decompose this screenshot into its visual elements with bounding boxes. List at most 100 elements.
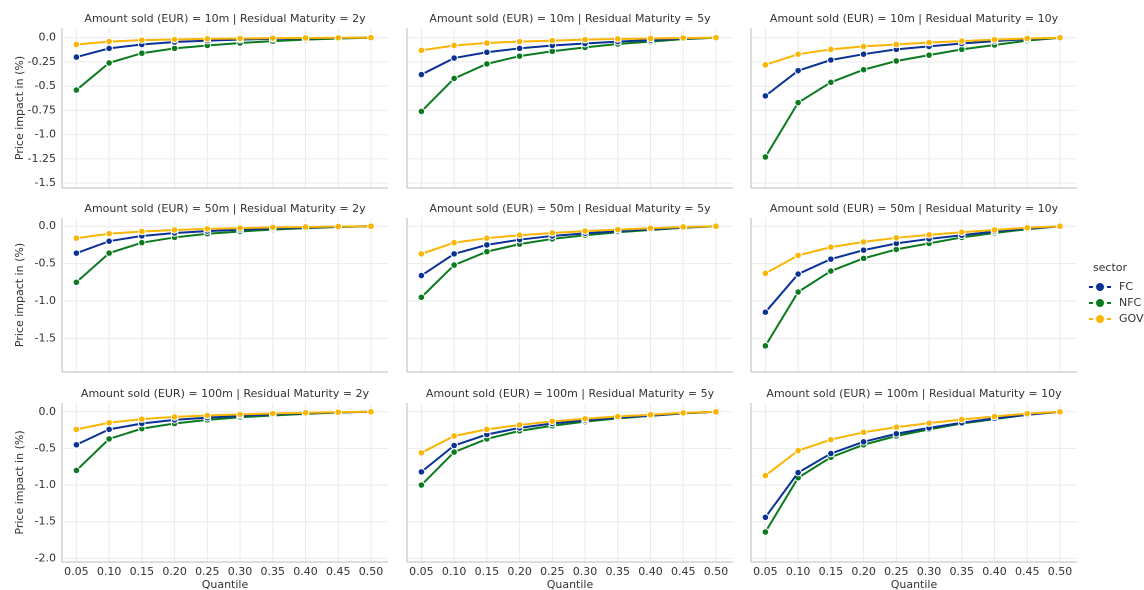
point <box>450 74 458 83</box>
point <box>892 423 901 431</box>
point <box>105 59 113 67</box>
x-tick-label: 0.10 <box>97 565 122 578</box>
point <box>515 421 524 429</box>
point <box>334 33 343 42</box>
y-axis-label: Price impact in (%) <box>13 243 26 347</box>
point <box>613 35 622 43</box>
point <box>581 35 589 44</box>
point <box>1023 409 1032 418</box>
point <box>712 222 720 231</box>
point <box>712 33 720 42</box>
point <box>859 65 868 74</box>
point <box>450 54 458 62</box>
point <box>761 513 770 522</box>
point <box>957 415 966 424</box>
point <box>892 40 901 49</box>
series-line <box>76 410 371 431</box>
x-tick-label: 0.05 <box>64 565 89 578</box>
series-line <box>75 36 372 91</box>
series-line <box>420 225 717 277</box>
y-tick-label: -1.0 <box>35 478 56 491</box>
point <box>794 50 802 58</box>
point <box>827 255 835 263</box>
y-tick-label: -1.5 <box>35 176 56 189</box>
point <box>72 234 81 242</box>
y-tick-label: -0.5 <box>35 257 56 270</box>
series-line <box>420 36 717 76</box>
point <box>794 446 802 455</box>
point <box>761 61 770 69</box>
point <box>483 48 491 57</box>
x-tick-label: 0.35 <box>950 565 975 578</box>
point <box>679 34 688 42</box>
point <box>268 409 277 418</box>
legend-marker <box>1095 314 1105 324</box>
series-line <box>75 410 371 446</box>
point <box>1056 407 1064 416</box>
point <box>515 231 524 239</box>
point <box>450 261 458 269</box>
series-line <box>421 225 717 255</box>
y-tick-label: -0.5 <box>35 441 56 454</box>
point <box>417 70 426 79</box>
y-tick-label: -0.25 <box>28 55 56 68</box>
legend-marker <box>1095 298 1105 308</box>
x-tick-label: 0.45 <box>326 565 351 578</box>
point <box>892 234 901 242</box>
series-line <box>765 36 1061 66</box>
point <box>859 428 868 437</box>
series-line <box>420 225 717 298</box>
point <box>170 35 179 44</box>
point <box>483 247 491 256</box>
point <box>761 92 770 100</box>
point <box>105 229 113 238</box>
point <box>417 468 426 476</box>
point <box>925 38 933 47</box>
point <box>72 440 81 449</box>
point <box>138 36 146 44</box>
x-tick-label: 0.45 <box>1015 565 1040 578</box>
point <box>417 250 426 258</box>
point <box>1023 34 1032 43</box>
point <box>105 249 113 257</box>
series-line <box>764 225 1061 275</box>
x-axis-label: Quantile <box>547 578 594 590</box>
point <box>581 414 589 423</box>
point <box>925 51 933 59</box>
point <box>170 413 179 421</box>
point <box>925 419 933 427</box>
point <box>827 78 835 87</box>
x-tick-label: 0.05 <box>409 565 434 578</box>
series-line <box>420 36 717 113</box>
point <box>1056 222 1064 231</box>
point <box>417 293 426 302</box>
legend-label: GOV <box>1119 312 1144 325</box>
point <box>450 432 458 440</box>
point <box>105 237 113 245</box>
point <box>203 225 212 233</box>
point <box>827 243 835 251</box>
y-tick-label: 0.0 <box>39 31 57 44</box>
point <box>170 226 179 234</box>
panel-title: Amount sold (EUR) = 10m | Residual Matur… <box>770 12 1059 25</box>
point <box>417 271 426 280</box>
point <box>450 448 458 456</box>
point <box>515 37 524 46</box>
point <box>72 466 81 475</box>
point <box>548 229 557 237</box>
series-line <box>764 410 1061 533</box>
point <box>548 417 557 426</box>
x-tick-label: 0.35 <box>606 565 631 578</box>
series-line <box>764 36 1061 97</box>
point <box>138 227 146 236</box>
point <box>72 40 81 49</box>
point <box>859 42 868 51</box>
point <box>334 408 343 416</box>
x-tick-label: 0.50 <box>704 565 729 578</box>
panel-title: Amount sold (EUR) = 50m | Residual Matur… <box>84 202 366 215</box>
point <box>859 438 868 446</box>
panel-title: Amount sold (EUR) = 100m | Residual Matu… <box>426 387 715 400</box>
x-tick-label: 0.25 <box>540 565 565 578</box>
point <box>417 107 426 116</box>
y-tick-label: -1.0 <box>35 128 56 141</box>
